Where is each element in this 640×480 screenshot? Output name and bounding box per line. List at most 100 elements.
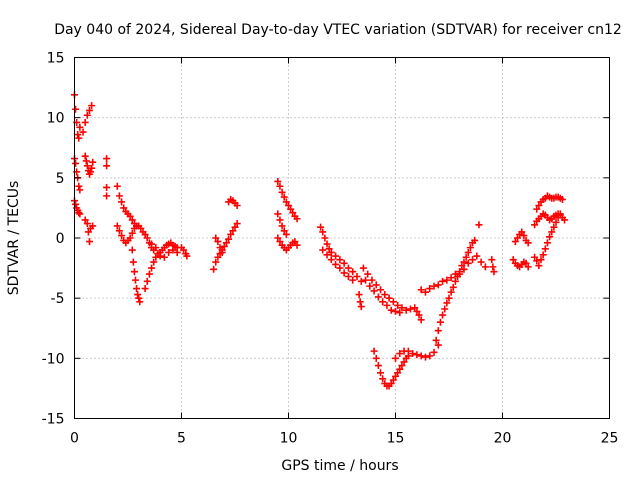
- series-trace-x: [359, 264, 425, 324]
- data-point: [430, 348, 438, 356]
- data-point: [443, 299, 451, 307]
- data-point: [160, 253, 168, 261]
- series-trace-t: [274, 234, 301, 254]
- data-point: [413, 307, 421, 315]
- series-trace-s: [274, 210, 290, 238]
- series-trace-ae: [475, 221, 498, 276]
- x-tick-labels: 0 5 10 15 20 25: [70, 431, 618, 447]
- data-point: [135, 294, 143, 302]
- data-point: [72, 200, 80, 208]
- data-point: [372, 354, 380, 362]
- y-tick-label: -15: [42, 412, 65, 428]
- data-point: [332, 252, 340, 260]
- data-point: [417, 352, 425, 360]
- data-point: [377, 286, 385, 294]
- data-point: [447, 274, 455, 282]
- data-point: [381, 291, 389, 299]
- series-trace-r: [274, 177, 301, 223]
- data-point: [533, 205, 541, 213]
- data-point: [145, 270, 153, 278]
- data-point: [113, 182, 121, 190]
- data-point: [89, 222, 97, 230]
- x-tick-label: 5: [177, 431, 186, 447]
- data-point: [216, 244, 224, 252]
- data-point: [74, 131, 82, 139]
- data-point: [396, 309, 404, 317]
- data-point: [415, 311, 423, 319]
- data-point: [466, 244, 474, 252]
- data-point: [356, 298, 364, 306]
- data-point: [439, 277, 447, 285]
- data-point: [321, 234, 329, 242]
- data-point: [434, 341, 442, 349]
- data-point: [473, 252, 481, 260]
- data-point: [212, 258, 220, 266]
- x-tick-label: 20: [494, 431, 512, 447]
- y-tick-label: 5: [56, 171, 65, 187]
- data-point: [471, 236, 479, 244]
- x-tick-label: 15: [387, 431, 405, 447]
- series-trace-l: [141, 239, 181, 293]
- data-point: [83, 220, 91, 228]
- data-point: [87, 168, 95, 176]
- data-point: [430, 282, 438, 290]
- data-point: [183, 252, 191, 260]
- data-point: [85, 238, 93, 246]
- data-point: [278, 188, 286, 196]
- data-point: [278, 222, 286, 230]
- data-point: [392, 354, 399, 362]
- data-point: [509, 256, 517, 264]
- data-point: [323, 251, 331, 259]
- data-point: [421, 288, 429, 296]
- data-point: [76, 210, 84, 218]
- data-point: [75, 134, 83, 142]
- data-point: [115, 192, 123, 200]
- data-point: [362, 276, 370, 284]
- series-trace-w: [355, 291, 365, 311]
- series-trace-c: [71, 197, 84, 218]
- data-point: [409, 350, 417, 358]
- series-trace-aa: [392, 341, 442, 362]
- data-point: [291, 238, 299, 246]
- data-point: [317, 223, 325, 231]
- y-tick-label: 15: [47, 51, 65, 67]
- data-point: [364, 270, 372, 278]
- series-trace-aj: [533, 192, 566, 213]
- chart-title: Day 040 of 2024, Sidereal Day-to-day VTE…: [54, 22, 622, 38]
- data-point: [285, 202, 292, 210]
- data-point: [136, 298, 144, 306]
- data-point: [141, 285, 149, 293]
- data-point: [511, 238, 519, 246]
- data-point: [344, 264, 352, 272]
- data-point: [72, 105, 80, 113]
- data-point: [150, 258, 158, 266]
- data-point: [287, 205, 295, 213]
- series-trace-ai: [531, 210, 569, 229]
- data-point: [439, 311, 447, 319]
- data-point: [282, 230, 290, 238]
- data-point: [413, 351, 421, 359]
- data-point: [222, 239, 230, 247]
- data-point: [385, 294, 393, 302]
- data-point: [319, 228, 327, 236]
- data-point: [383, 301, 391, 309]
- x-tick-label: 0: [70, 431, 79, 447]
- data-point: [387, 306, 395, 314]
- data-point: [332, 260, 340, 268]
- series-trace-e: [81, 152, 97, 178]
- data-point: [88, 164, 96, 172]
- data-point: [355, 291, 363, 299]
- data-point: [126, 212, 134, 220]
- data-point: [449, 283, 457, 291]
- x-tick-label: 25: [601, 431, 619, 447]
- data-point: [344, 273, 352, 281]
- data-point: [293, 241, 301, 249]
- data-point: [537, 256, 545, 264]
- data-point: [133, 285, 141, 293]
- data-point: [274, 210, 282, 218]
- data-point: [417, 286, 425, 294]
- data-point: [336, 256, 344, 264]
- data-point: [210, 265, 218, 273]
- data-point: [469, 256, 477, 264]
- data-point: [349, 268, 357, 276]
